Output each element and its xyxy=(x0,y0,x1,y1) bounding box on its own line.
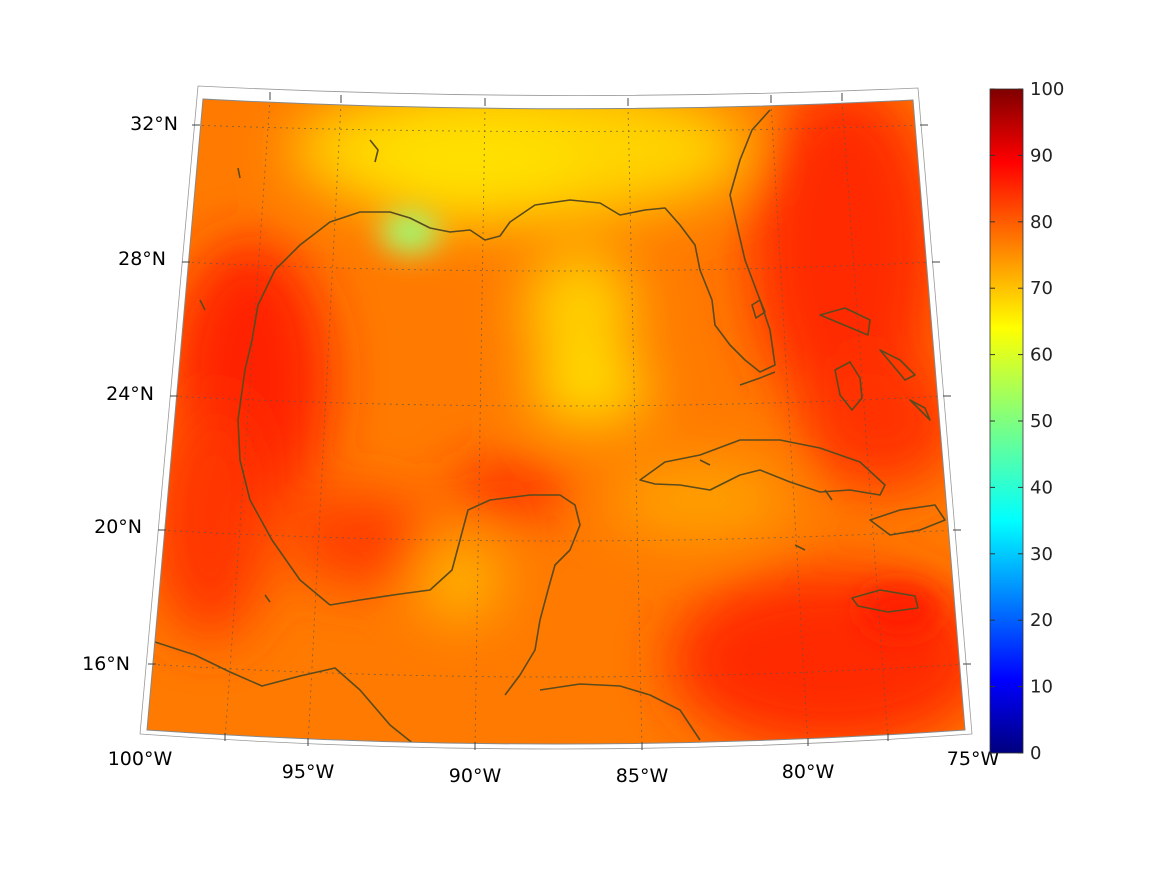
frame-ticks xyxy=(148,92,971,750)
lat-label: 32°N xyxy=(130,113,178,135)
lon-labels: 100°W 95°W 90°W 85°W 80°W 75°W xyxy=(108,748,1000,787)
colorbar-label: 100 xyxy=(1030,79,1064,100)
colorbar-label: 10 xyxy=(1030,677,1053,698)
colorbar: 0 10 20 30 40 50 60 70 80 90 100 xyxy=(989,79,1064,764)
colorbar-label: 90 xyxy=(1030,145,1053,166)
lon-label: 90°W xyxy=(449,765,502,787)
colorbar-label: 40 xyxy=(1030,477,1053,498)
lat-label: 28°N xyxy=(118,248,166,270)
map-frame-outer xyxy=(139,85,973,750)
lon-label: 80°W xyxy=(782,761,835,783)
lat-label: 16°N xyxy=(82,653,130,675)
lat-labels: 32°N 28°N 24°N 20°N 16°N xyxy=(82,113,178,675)
coastlines xyxy=(154,109,946,744)
colorbar-label: 60 xyxy=(1030,345,1053,366)
colorbar-label: 30 xyxy=(1030,544,1053,565)
lon-label: 85°W xyxy=(616,765,669,787)
colorbar-label: 50 xyxy=(1030,411,1053,432)
colorbar-label: 80 xyxy=(1030,212,1053,233)
colorbar-label: 20 xyxy=(1030,610,1053,631)
colorbar-label: 0 xyxy=(1030,743,1041,764)
lon-label: 75°W xyxy=(947,748,1000,770)
lon-label: 100°W xyxy=(108,748,173,770)
map-frame xyxy=(146,98,966,745)
colorbar-label: 70 xyxy=(1030,278,1053,299)
lon-label: 95°W xyxy=(282,761,335,783)
lat-label: 24°N xyxy=(106,383,154,405)
colorbar-gradient xyxy=(989,88,1024,754)
data-field xyxy=(147,99,965,744)
graticule xyxy=(147,99,965,744)
lat-label: 20°N xyxy=(94,516,142,538)
colorbar-ticks xyxy=(990,88,1023,754)
colorbar-labels: 0 10 20 30 40 50 60 70 80 90 100 xyxy=(1030,79,1064,764)
